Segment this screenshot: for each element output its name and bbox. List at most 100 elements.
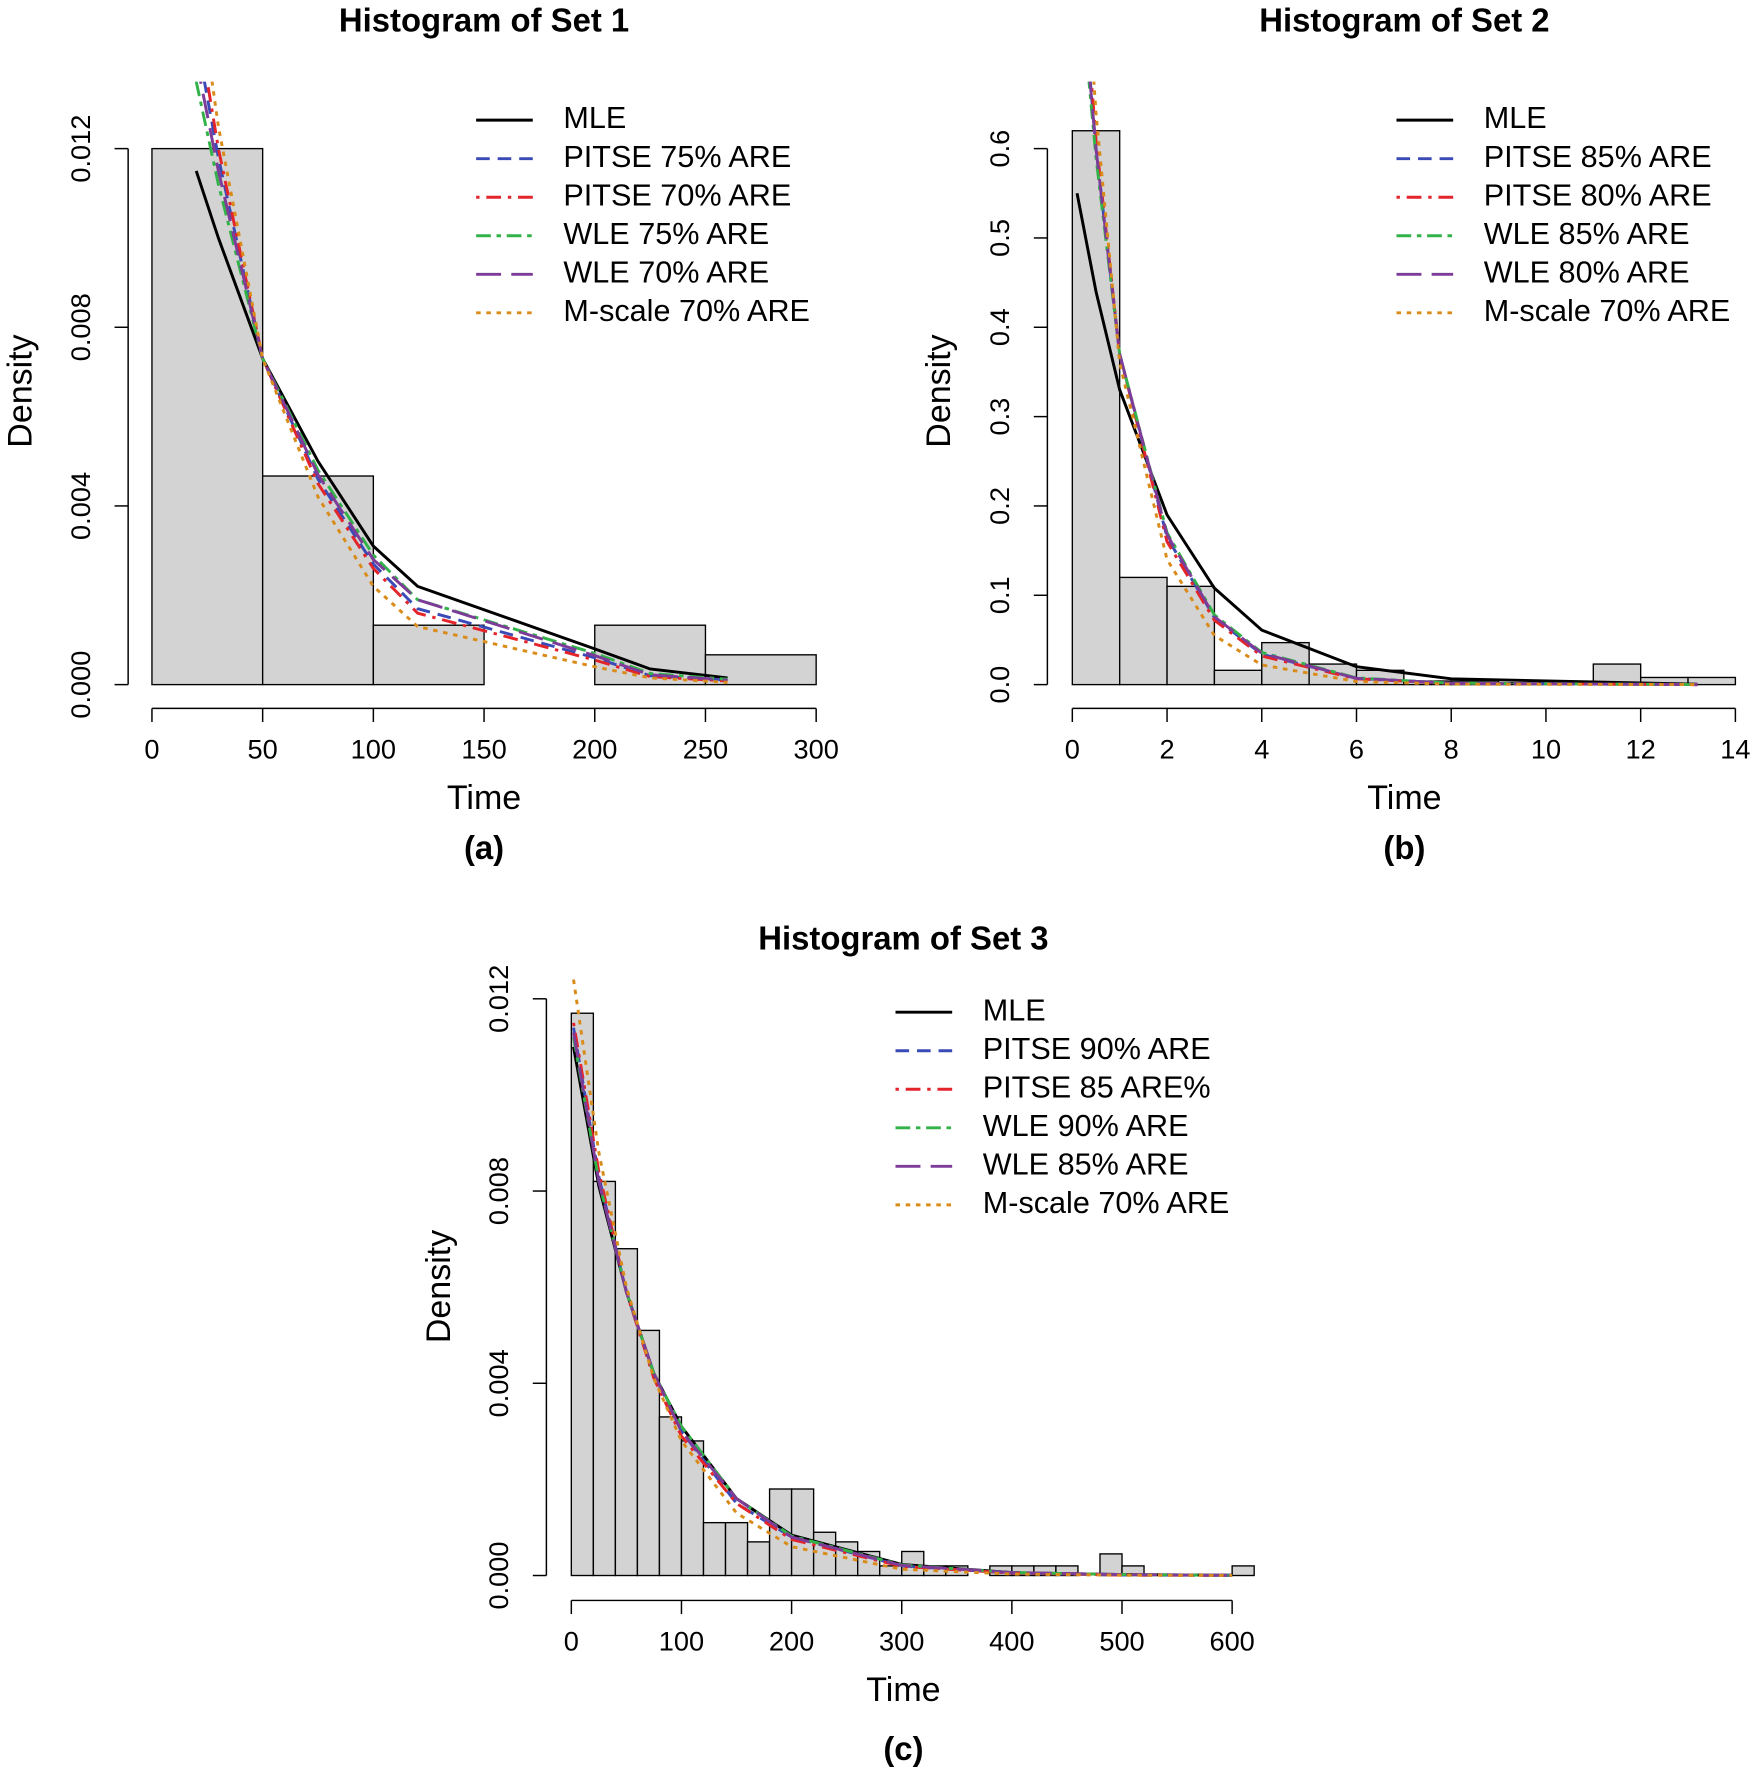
legend-label: PITSE 70% ARE bbox=[563, 178, 791, 212]
x-tick-label: 150 bbox=[461, 734, 506, 765]
x-tick-label: 10 bbox=[1531, 734, 1561, 765]
legend-label: M-scale 70% ARE bbox=[983, 1186, 1230, 1220]
y-tick-label: 0.3 bbox=[984, 398, 1015, 436]
x-axis-label: Time bbox=[866, 1671, 940, 1709]
x-tick-label: 0 bbox=[1065, 734, 1080, 765]
bar bbox=[1099, 1553, 1123, 1577]
y-tick-label: 0.004 bbox=[483, 1349, 514, 1417]
y-tick-label: 0.004 bbox=[65, 472, 96, 540]
y-tick-label: 0.000 bbox=[483, 1541, 514, 1609]
bar bbox=[790, 1488, 815, 1577]
x-tick-label: 4 bbox=[1254, 734, 1269, 765]
x-tick-label: 14 bbox=[1720, 734, 1750, 765]
legend-label: WLE 80% ARE bbox=[1484, 255, 1690, 289]
legend-label: WLE 70% ARE bbox=[563, 255, 769, 289]
legend-label: PITSE 80% ARE bbox=[1484, 178, 1712, 212]
density-curve bbox=[194, 170, 728, 680]
legend-label: PITSE 85% ARE bbox=[1484, 140, 1712, 174]
x-tick-label: 50 bbox=[248, 734, 278, 765]
x-tick-label: 100 bbox=[659, 1626, 704, 1657]
panel: MLE PITSE 85% ARE PITSE 80% ARE WLE 85% ARE… bbox=[920, 1, 1751, 865]
legend-label: WLE 85% ARE bbox=[1484, 217, 1690, 251]
x-tick-label: 6 bbox=[1349, 734, 1364, 765]
y-tick-label: 0.5 bbox=[984, 219, 1015, 257]
density-curve bbox=[210, 81, 728, 684]
x-tick-label: 500 bbox=[1099, 1626, 1144, 1657]
y-tick-label: 0.012 bbox=[483, 965, 514, 1033]
density-curve bbox=[194, 81, 728, 681]
bar bbox=[879, 1565, 903, 1577]
legend-label: WLE 85% ARE bbox=[983, 1147, 1189, 1181]
caption: (c) bbox=[883, 1730, 923, 1767]
bar bbox=[1166, 585, 1216, 686]
bar bbox=[1071, 130, 1121, 686]
caption: (a) bbox=[464, 829, 504, 866]
bar bbox=[746, 1541, 771, 1577]
density-curve bbox=[1087, 81, 1698, 687]
bar bbox=[151, 147, 264, 686]
bar bbox=[724, 1521, 749, 1577]
y-tick-label: 0.6 bbox=[984, 130, 1015, 168]
chart-title: Histogram of Set 2 bbox=[1259, 1, 1549, 38]
bar bbox=[614, 1248, 639, 1577]
x-tick-label: 250 bbox=[683, 734, 728, 765]
bar bbox=[1231, 1565, 1255, 1577]
legend-label: M-scale 70% ARE bbox=[563, 294, 810, 328]
x-tick-label: 0 bbox=[144, 734, 159, 765]
bar bbox=[1687, 676, 1737, 686]
legend-label: M-scale 70% ARE bbox=[1484, 294, 1731, 328]
legend-label: WLE 75% ARE bbox=[563, 217, 769, 251]
y-tick-label: 0.008 bbox=[483, 1157, 514, 1225]
x-tick-label: 300 bbox=[879, 1626, 924, 1657]
density-curve bbox=[1092, 81, 1698, 687]
legend-label: MLE bbox=[1484, 101, 1547, 135]
y-tick-label: 0.000 bbox=[65, 651, 96, 719]
bar bbox=[658, 1416, 683, 1577]
y-tick-label: 0.012 bbox=[65, 115, 96, 183]
legend-label: PITSE 75% ARE bbox=[563, 140, 791, 174]
x-tick-label: 2 bbox=[1159, 734, 1174, 765]
bar bbox=[372, 624, 485, 686]
legend-label: MLE bbox=[563, 101, 626, 135]
curves bbox=[572, 979, 1233, 1577]
x-tick-label: 8 bbox=[1444, 734, 1459, 765]
density-curve bbox=[1088, 81, 1698, 687]
chart-title: Histogram of Set 1 bbox=[339, 1, 629, 38]
x-axis-label: Time bbox=[447, 779, 521, 817]
density-curve bbox=[1075, 192, 1698, 686]
density-curve bbox=[1089, 81, 1698, 687]
x-tick-label: 400 bbox=[989, 1626, 1034, 1657]
bar bbox=[636, 1329, 661, 1577]
bar bbox=[261, 475, 375, 686]
y-tick-label: 0.1 bbox=[984, 576, 1015, 614]
density-curve bbox=[199, 81, 728, 682]
y-axis-label: Density bbox=[920, 334, 958, 447]
y-axis-label: Density bbox=[2, 334, 40, 447]
density-curve bbox=[572, 979, 1233, 1577]
x-axis-label: Time bbox=[1367, 779, 1441, 817]
x-tick-label: 12 bbox=[1626, 734, 1656, 765]
chart-title: Histogram of Set 3 bbox=[758, 919, 1048, 956]
density-curve bbox=[205, 81, 728, 683]
bar bbox=[702, 1521, 727, 1577]
y-axis-label: Density bbox=[420, 1230, 458, 1343]
x-tick-label: 0 bbox=[564, 1626, 579, 1657]
bar bbox=[1119, 576, 1168, 686]
y-tick-label: 0.008 bbox=[65, 293, 96, 361]
y-tick-label: 0.0 bbox=[984, 666, 1015, 704]
x-tick-label: 200 bbox=[572, 734, 617, 765]
x-tick-label: 600 bbox=[1209, 1626, 1254, 1657]
x-tick-label: 100 bbox=[351, 734, 396, 765]
bar bbox=[1213, 669, 1263, 686]
legend-label: PITSE 85 ARE% bbox=[983, 1070, 1211, 1104]
panel: MLE PITSE 75% ARE PITSE 70% ARE WLE 75% ARE… bbox=[2, 1, 839, 866]
legend-label: PITSE 90% ARE bbox=[983, 1032, 1211, 1066]
curves bbox=[194, 81, 728, 684]
y-tick-label: 0.4 bbox=[984, 308, 1015, 346]
legend-label: WLE 90% ARE bbox=[983, 1109, 1189, 1143]
legend-label: MLE bbox=[983, 993, 1046, 1027]
curves bbox=[1075, 81, 1698, 687]
x-tick-label: 200 bbox=[769, 1626, 814, 1657]
x-tick-label: 300 bbox=[793, 734, 838, 765]
